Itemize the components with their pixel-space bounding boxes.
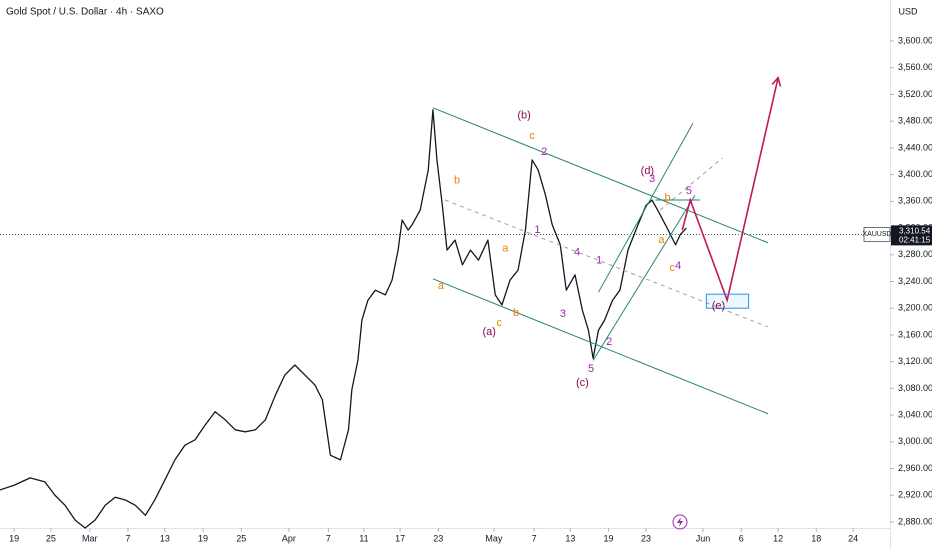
x-tick-label: 13 [565, 533, 575, 543]
x-tick-label: 13 [160, 533, 170, 543]
plot [0, 109, 687, 529]
wave-label: (b) [517, 110, 530, 122]
wave-label: 1 [534, 224, 540, 236]
y-tick-label: 3,040.00 [898, 409, 932, 419]
y-tick-label: 2,920.00 [898, 490, 932, 500]
wave-label: a [658, 234, 665, 246]
wave-label: 5 [686, 185, 692, 197]
wave-label: 3 [560, 308, 566, 320]
x-tick-label: 12 [773, 533, 783, 543]
arrow-head [771, 76, 782, 87]
y-tick-label: 3,160.00 [898, 329, 932, 339]
x-tick-label: 11 [359, 533, 368, 543]
y-tick-label: 3,440.00 [898, 142, 932, 152]
wave-label: 4 [675, 260, 681, 272]
wave-label: 5 [588, 363, 594, 375]
countdown-label: 02:41:15 [899, 235, 931, 244]
y-tick-label: 3,240.00 [898, 276, 932, 286]
x-tick-label: 7 [125, 533, 130, 543]
trend-line [432, 278, 769, 415]
y-tick-label: 3,360.00 [898, 196, 932, 206]
event-icon[interactable] [672, 514, 688, 530]
x-tick-label: Mar [82, 533, 98, 543]
wave-label: (e) [712, 300, 725, 312]
chart-title: Gold Spot / U.S. Dollar · 4h · SAXO [6, 7, 164, 18]
wave-label: a [502, 243, 509, 255]
projection-path [681, 77, 779, 304]
x-tick-label: 7 [326, 533, 331, 543]
x-tick-label: Apr [282, 533, 296, 543]
y-tick-label: 3,120.00 [898, 356, 932, 366]
y-tick-label: 3,520.00 [898, 89, 932, 99]
x-tick-label: 19 [9, 533, 19, 543]
y-tick-label: 2,880.00 [898, 516, 932, 526]
y-tick-label: 3,400.00 [898, 169, 932, 179]
y-tick-label: 3,480.00 [898, 116, 932, 126]
wave-label: (a) [483, 326, 496, 338]
wave-label: c [529, 130, 535, 142]
wave-label: (c) [576, 377, 589, 389]
y-tick-label: 3,000.00 [898, 436, 932, 446]
wave-label: 4 [574, 247, 580, 259]
x-tick-label: 23 [641, 533, 651, 543]
trend-line [432, 107, 769, 244]
y-tick-label: 3,080.00 [898, 383, 932, 393]
wave-label: 2 [541, 146, 547, 158]
y-tick-label: 2,960.00 [898, 463, 932, 473]
trend-line [598, 122, 694, 293]
wave-label: 3 [649, 173, 655, 185]
wave-label: b [513, 307, 519, 319]
wave-label: c [669, 262, 675, 274]
event-icon-bolt [677, 517, 683, 527]
x-tick-label: 7 [532, 533, 537, 543]
wave-label: 1 [596, 255, 602, 267]
price-label: 3,310.54 [899, 226, 931, 235]
x-tick-label: 25 [236, 533, 246, 543]
target-box [705, 293, 750, 309]
trend-line [444, 199, 769, 328]
trend-line [592, 195, 696, 361]
symbol-tag [863, 227, 891, 242]
trend-line [659, 157, 723, 211]
y-tick-label: 3,200.00 [898, 303, 932, 313]
x-tick-label: 17 [395, 533, 405, 543]
x-tick-label: 23 [433, 533, 443, 543]
ticks: 2,880.00 2,920.00 2,960.00 3,000.00 3,040.00… [9, 35, 932, 543]
price-tag [891, 225, 932, 246]
wave-label: a [438, 280, 445, 292]
x-tick-label: 18 [811, 533, 821, 543]
wave-label: b [454, 175, 460, 187]
x-tick-label: 19 [604, 533, 614, 543]
x-tick-label: 6 [739, 533, 744, 543]
currency-label: USD [898, 6, 918, 16]
y-tick-label: 3,560.00 [898, 62, 932, 72]
wave-label: 2 [606, 336, 612, 348]
x-tick-label: 25 [46, 533, 56, 543]
price-line [0, 109, 687, 529]
wave-label: c [497, 317, 503, 329]
x-tick-label: 24 [848, 533, 858, 543]
symbol-label: XAUUSD [862, 231, 891, 238]
x-tick-label: Jun [696, 533, 711, 543]
x-tick-label: 19 [198, 533, 208, 543]
x-tick-label: May [485, 533, 503, 543]
wave-label: b [664, 192, 670, 204]
wave-label: (d) [641, 165, 654, 177]
y-tick-label: 3,280.00 [898, 249, 932, 259]
y-tick-label: 3,600.00 [898, 35, 932, 45]
